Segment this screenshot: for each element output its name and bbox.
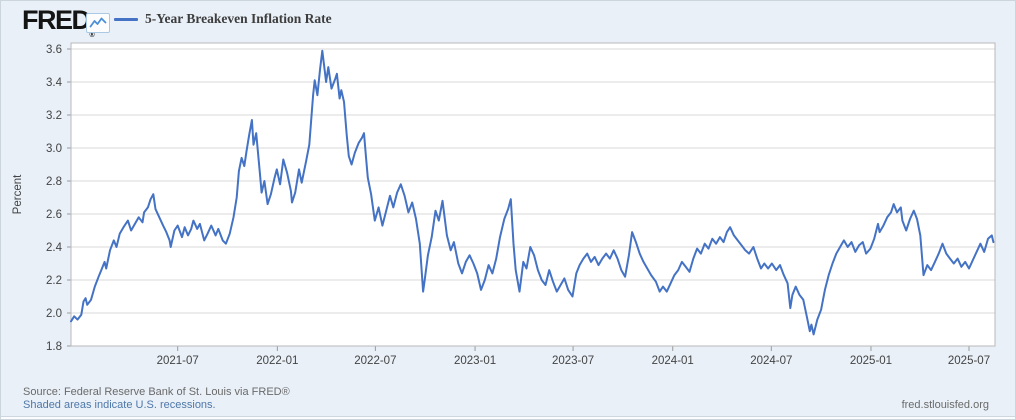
x-tick-label: 2022-01 — [256, 355, 298, 367]
y-tick-label: 2.8 — [46, 176, 62, 188]
fred-logo[interactable]: FRED® — [22, 5, 95, 39]
legend-series-label[interactable]: 5-Year Breakeven Inflation Rate — [145, 11, 332, 26]
y-tick-label: 3.2 — [46, 110, 62, 122]
bottom-divider — [1, 416, 1015, 419]
x-tick-label: 2023-01 — [454, 355, 496, 367]
x-tick-label: 2025-01 — [850, 355, 892, 367]
x-tick-label: 2025-07 — [948, 355, 990, 367]
y-tick-label: 2.0 — [46, 308, 62, 320]
fred-logo-text: FRED — [22, 5, 91, 35]
legend-line-swatch — [114, 17, 138, 21]
chart-legend: 5-Year Breakeven Inflation Rate — [114, 11, 332, 27]
x-tick-label: 2022-07 — [354, 355, 396, 367]
y-axis-title: Percent — [12, 174, 24, 214]
chart-footer: Source: Federal Reserve Bank of St. Loui… — [23, 386, 290, 411]
y-tick-label: 3.0 — [46, 143, 62, 155]
registered-trademark: ® — [89, 32, 95, 39]
chart-header: FRED® 5-Year Breakeven Inflation Rate — [1, 1, 1015, 41]
plot-border — [70, 42, 996, 347]
x-tick-label: 2023-07 — [552, 355, 594, 367]
plot-area[interactable] — [71, 43, 995, 346]
y-tick-label: 2.4 — [46, 242, 63, 254]
y-tick-label: 2.6 — [46, 209, 62, 221]
y-tick-label: 2.2 — [46, 275, 62, 287]
source-text: Source: Federal Reserve Bank of St. Loui… — [23, 386, 290, 398]
line-chart-icon — [86, 13, 110, 33]
x-tick-label: 2024-07 — [750, 355, 792, 367]
y-tick-label: 1.8 — [46, 341, 62, 353]
series-line[interactable] — [70, 49, 995, 336]
recessions-link[interactable]: Shaded areas indicate U.S. recessions. — [23, 398, 216, 411]
x-tick-label: 2024-01 — [652, 355, 694, 367]
y-tick-label: 3.4 — [46, 77, 63, 89]
y-tick-label: 3.6 — [46, 44, 62, 56]
x-tick-label: 2021-07 — [157, 355, 199, 367]
fred-site-link[interactable]: fred.stlouisfed.org — [901, 399, 989, 411]
